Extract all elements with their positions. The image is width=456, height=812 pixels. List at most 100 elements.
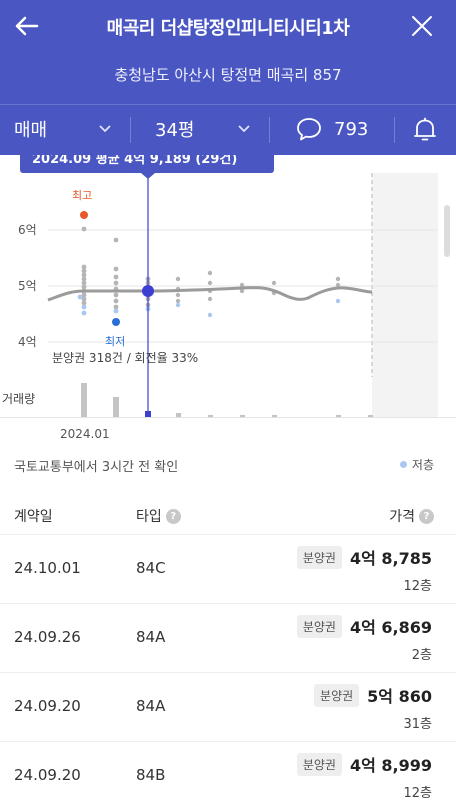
- speech-bubble-icon: [297, 118, 321, 141]
- transaction-dot: [113, 274, 119, 280]
- trade-type-value: 매매: [14, 120, 48, 141]
- selected-volume-marker: [145, 411, 151, 417]
- legend-low-floor-label: 저층: [411, 458, 434, 472]
- divider: [130, 117, 131, 143]
- close-icon[interactable]: [408, 12, 436, 40]
- low-floor-dot: [81, 310, 87, 316]
- chevron-down-icon: [238, 125, 250, 133]
- x-tick-label: 2024.01: [60, 427, 110, 441]
- top-bar: 매곡리 더샵탕정인피니티시티1차: [0, 0, 456, 56]
- row-floor: 31층: [403, 717, 432, 732]
- transaction-dot: [113, 304, 119, 310]
- row-type: 84A: [136, 628, 166, 646]
- transaction-dot: [113, 280, 119, 286]
- table-row[interactable]: 24.09.20 84B 분양권 4억 8,999 12층: [0, 741, 456, 810]
- presale-badge: 분양권: [296, 614, 342, 638]
- row-price-group: 분양권 4억 6,869: [296, 614, 432, 638]
- transaction-dot: [239, 282, 245, 288]
- area-value: 34평: [155, 120, 195, 141]
- row-date: 24.09.20: [14, 766, 81, 784]
- volume-bar: [81, 383, 87, 417]
- legend-low-floor-swatch: [399, 461, 407, 468]
- row-price: 4억 8,785: [349, 549, 432, 568]
- volume-bar: [368, 415, 373, 417]
- row-floor: 12층: [403, 579, 432, 594]
- transaction-dot: [113, 298, 119, 304]
- legend: 저층: [399, 456, 434, 473]
- transaction-dot: [175, 298, 181, 304]
- max-label: 최고: [72, 189, 92, 202]
- volume-bar: [272, 415, 277, 417]
- trade-type-select[interactable]: 매매: [14, 105, 130, 153]
- transaction-table: 24.10.01 84C 분양권 4억 8,785 12층 24.09.26 8…: [0, 534, 456, 810]
- divider: [394, 117, 395, 143]
- header-type: 타입 ?: [136, 506, 181, 526]
- row-price-group: 분양권 4억 8,999: [296, 752, 432, 776]
- transaction-dot: [81, 226, 87, 232]
- table-row[interactable]: 24.09.20 84A 분양권 5억 860 31층: [0, 672, 456, 741]
- volume-bar: [208, 415, 213, 417]
- transaction-dot: [207, 296, 213, 302]
- transaction-dot: [81, 272, 87, 278]
- x-axis: 2024.01: [0, 417, 456, 443]
- help-icon[interactable]: ?: [165, 508, 181, 524]
- tooltip-pointer: [141, 173, 155, 179]
- volume-bar: [336, 415, 341, 417]
- row-floor: 12층: [403, 786, 432, 801]
- max-price-dot: [80, 211, 88, 219]
- transaction-dot: [175, 276, 181, 282]
- comments-button[interactable]: 793: [270, 105, 394, 153]
- table-header: 계약일 타입 ? 가격 ?: [0, 498, 456, 532]
- back-arrow-icon[interactable]: [10, 10, 42, 42]
- y-tick-label: 5억: [18, 279, 37, 293]
- header-type-label: 타입: [136, 509, 162, 525]
- y-tick-label: 4억: [18, 335, 37, 349]
- min-label: 최저: [105, 335, 125, 348]
- selected-point[interactable]: [142, 285, 154, 297]
- presale-badge: 분양권: [296, 752, 342, 776]
- low-floor-dot: [81, 304, 87, 310]
- table-row[interactable]: 24.09.26 84A 분양권 4억 6,869 2층: [0, 603, 456, 672]
- bell-icon: [414, 117, 436, 141]
- presale-badge: 분양권: [314, 683, 360, 707]
- row-price-group: 분양권 5억 860: [314, 683, 432, 707]
- help-icon[interactable]: ?: [419, 508, 434, 524]
- header-price: 가격 ?: [389, 506, 434, 526]
- address: 충청남도 아산시 탕정면 매곡리 857: [114, 66, 342, 84]
- price-chart[interactable]: 6억 5억 4억: [0, 155, 456, 417]
- tooltip-box: [20, 155, 274, 173]
- comment-count: 793: [334, 118, 369, 140]
- y-tick-label: 6억: [18, 223, 37, 237]
- transaction-dot: [113, 237, 119, 243]
- notification-button[interactable]: [395, 105, 456, 153]
- row-type: 84C: [136, 559, 166, 577]
- transaction-dot: [81, 264, 87, 270]
- page-title: 매곡리 더샵탕정인피니티시티1차: [106, 18, 350, 39]
- volume-bar: [176, 413, 181, 417]
- transaction-dot: [81, 300, 87, 306]
- table-row[interactable]: 24.10.01 84C 분양권 4억 8,785 12층: [0, 534, 456, 603]
- low-floor-dot: [175, 302, 181, 308]
- row-price: 5억 860: [367, 687, 432, 706]
- transaction-dot: [81, 292, 87, 298]
- row-price: 4억 6,869: [349, 618, 432, 637]
- transaction-dots: [81, 226, 341, 310]
- trend-line: [47, 286, 373, 302]
- data-source: 국토교통부에서 3시간 전 확인: [14, 460, 179, 475]
- scrollbar[interactable]: [444, 205, 450, 257]
- row-date: 24.09.26: [14, 628, 81, 646]
- filter-bar: 매매 34평 793: [0, 104, 456, 152]
- low-floor-dot: [113, 308, 119, 314]
- row-price: 4억 8,999: [349, 756, 432, 775]
- transaction-dot: [81, 296, 87, 302]
- tooltip-text: 2024.09 평균 4억 9,189 (29건): [32, 155, 237, 167]
- area-select[interactable]: 34평: [131, 105, 269, 153]
- transaction-dot: [175, 292, 181, 298]
- low-floor-dot: [335, 298, 341, 304]
- row-floor: 2층: [411, 648, 432, 663]
- transaction-dot: [239, 288, 245, 294]
- transaction-dot: [113, 292, 119, 298]
- transaction-dot: [81, 280, 87, 286]
- header-price-label: 가격: [389, 509, 415, 525]
- transaction-dot: [81, 268, 87, 274]
